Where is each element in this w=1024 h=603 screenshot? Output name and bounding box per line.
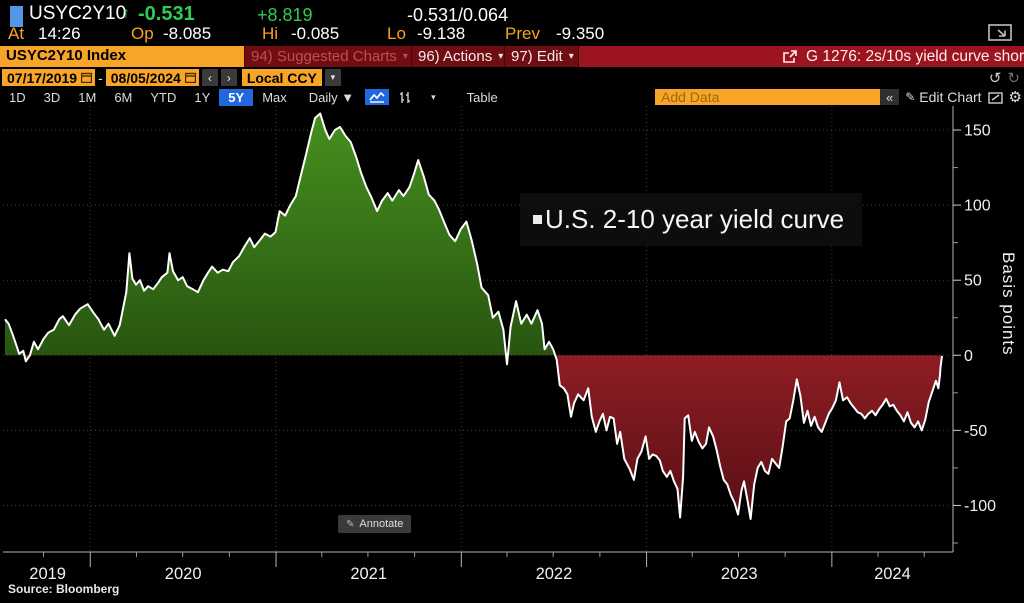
legend-label: U.S. 2-10 year yield curve — [545, 204, 845, 234]
edit-chart-button[interactable]: ✎ Edit Chart — [905, 89, 981, 105]
chart-type-caret[interactable]: ▾ — [431, 91, 436, 102]
chart-toolbar: 1D 3D 1M 6M YTD 1Y 5Y Max Daily ▼ ▾ Tabl… — [0, 88, 1024, 106]
at-time: 14:26 — [38, 24, 81, 43]
calendar-icon — [184, 72, 196, 83]
series-area — [4, 112, 943, 520]
end-date-value: 08/05/2024 — [110, 69, 181, 86]
low-label: Lo — [387, 24, 406, 43]
chevron-down-icon: ▾ — [402, 51, 408, 62]
date-range-separator: - — [98, 69, 103, 86]
prev-value: -9.350 — [556, 24, 605, 43]
svg-text:2019: 2019 — [29, 565, 66, 583]
annotate-button[interactable]: ✎ Annotate — [338, 515, 412, 533]
add-data-input[interactable]: Add Data — [655, 89, 880, 105]
undo-icon[interactable]: ↺ — [988, 69, 1002, 87]
range-back-button[interactable]: ‹ — [201, 69, 218, 86]
series-line — [4, 112, 943, 520]
edit-menu[interactable]: 97) Edit ▾ — [504, 46, 578, 67]
period-1y[interactable]: 1Y — [194, 89, 211, 105]
period-3d[interactable]: 3D — [43, 89, 61, 105]
security-color-swatch — [10, 6, 23, 27]
prev-label: Prev — [505, 24, 540, 43]
currency-select[interactable]: Local CCY — [241, 69, 322, 86]
last-price: -0.531 — [138, 3, 195, 25]
at-label: At — [8, 24, 25, 43]
svg-text:0: 0 — [964, 348, 973, 365]
redo-icon[interactable]: ↻ — [1007, 69, 1020, 87]
source-credit: Source: Bloomberg — [8, 582, 120, 596]
frequency-select[interactable]: Daily ▼ — [308, 89, 355, 105]
svg-text:2022: 2022 — [536, 565, 573, 583]
collapse-panel-button[interactable]: « — [880, 89, 900, 105]
chart-title: G 1276: 2s/10s yield curve shor — [806, 47, 1024, 65]
annotate-label: Annotate — [359, 518, 404, 530]
period-1d[interactable]: 1D — [9, 89, 26, 105]
high-label: Hi — [262, 24, 279, 43]
svg-text:100: 100 — [964, 198, 991, 215]
end-date-field[interactable]: 08/05/2024 — [105, 69, 199, 86]
svg-text:150: 150 — [964, 123, 991, 140]
currency-caret-button[interactable]: ▾ — [324, 69, 341, 86]
pencil-icon: ✎ — [905, 90, 916, 104]
actions-menu[interactable]: 96) Actions ▾ — [411, 46, 504, 67]
chart-canvas[interactable]: 150 100 50 0 -50 -100 2019 2020 2021 2022 2023 2024 — [0, 106, 1024, 603]
command-bar: USYC2Y10 Index 94) Suggested Charts ▾ 96… — [0, 46, 1024, 67]
up-arrow-icon: ↑ — [122, 5, 130, 22]
chart-annotations-icon[interactable] — [987, 91, 1003, 104]
start-date-field[interactable]: 07/17/2019 — [2, 69, 96, 86]
open-label: Op — [131, 24, 154, 43]
chart-title-bar: G 1276: 2s/10s yield curve shor — [578, 46, 1024, 67]
calendar-icon — [81, 72, 93, 83]
low-value: -9.138 — [417, 24, 466, 43]
y-axis-title: Basis points — [999, 252, 1018, 356]
period-6m[interactable]: 6M — [114, 89, 133, 105]
svg-text:-100: -100 — [964, 498, 996, 515]
svg-text:2023: 2023 — [721, 565, 758, 583]
period-5y-active[interactable]: 5Y — [219, 88, 254, 106]
quote-header: USYC2Y10 ↑ -0.531 +8.819 -0.531/0.064 At… — [0, 0, 1024, 46]
svg-text:2021: 2021 — [350, 565, 387, 583]
chevron-down-icon: ▾ — [498, 51, 504, 62]
svg-text:-50: -50 — [964, 423, 987, 440]
svg-text:50: 50 — [964, 273, 982, 290]
popout-icon[interactable] — [988, 24, 1012, 46]
suggested-charts-label: 94) Suggested Charts — [251, 48, 397, 65]
svg-text:2024: 2024 — [874, 565, 911, 583]
start-date-value: 07/17/2019 — [7, 69, 78, 86]
external-link-icon[interactable] — [782, 49, 798, 64]
actions-label: 96) Actions — [418, 48, 493, 65]
open-value: -8.085 — [163, 24, 212, 43]
high-value: -0.085 — [291, 24, 340, 43]
period-ytd[interactable]: YTD — [150, 89, 177, 105]
ticker: USYC2Y10 — [29, 3, 127, 24]
suggested-charts-menu[interactable]: 94) Suggested Charts ▾ — [244, 46, 411, 67]
gear-icon[interactable]: ⚙ — [1008, 89, 1022, 106]
period-1m[interactable]: 1M — [78, 89, 97, 105]
edit-label: 97) Edit — [511, 48, 563, 65]
line-chart-type-icon[interactable] — [365, 89, 390, 105]
table-button[interactable]: Table — [466, 89, 498, 105]
edit-chart-label: Edit Chart — [919, 89, 982, 105]
legend-bullet-icon — [533, 215, 542, 224]
svg-text:2020: 2020 — [165, 565, 202, 583]
chart-panel: 150 100 50 0 -50 -100 2019 2020 2021 2022 2023 2024… — [0, 106, 1024, 603]
axes: 150 100 50 0 -50 -100 2019 2020 2021 2022 2023 2024 — [3, 106, 996, 583]
period-max[interactable]: Max — [262, 89, 287, 105]
security-input[interactable]: USYC2Y10 Index — [0, 46, 244, 67]
candle-chart-type-icon[interactable] — [393, 89, 417, 105]
pencil-icon: ✎ — [346, 518, 355, 530]
chevron-down-icon: ▾ — [568, 51, 574, 62]
bid-ask: -0.531/0.064 — [407, 5, 509, 25]
range-forward-button[interactable]: › — [220, 69, 237, 86]
date-bar: 07/17/2019 - 08/05/2024 ‹ › Local CCY ▾ … — [0, 67, 1024, 88]
net-change: +8.819 — [257, 5, 313, 25]
series-legend[interactable]: U.S. 2-10 year yield curve — [520, 193, 863, 246]
